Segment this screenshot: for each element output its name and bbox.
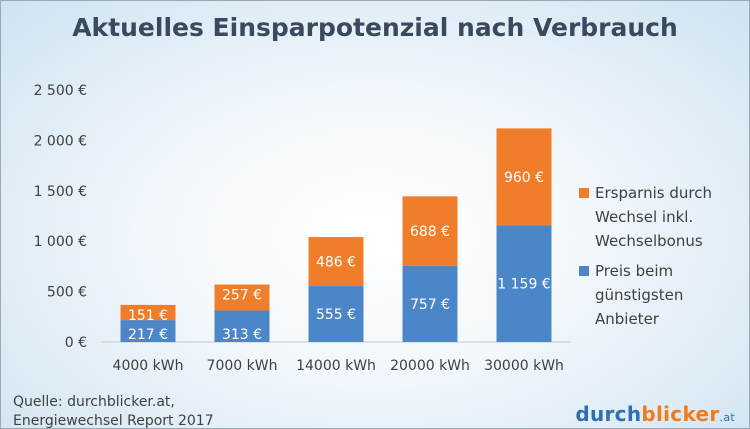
source-line-2: Energiewechsel Report 2017	[13, 413, 214, 429]
y-tick-label: 2 000 €	[34, 133, 87, 149]
legend-item-ersparnis: Ersparnis durch Wechsel inkl. Wechselbon…	[579, 181, 739, 253]
x-tick-label: 7000 kWh	[207, 358, 278, 374]
data-label-ersparnis: 257 €	[222, 288, 262, 304]
legend-label-ersparnis-3: Wechselbonus	[595, 232, 703, 250]
y-tick-label: 0 €	[65, 335, 87, 351]
bar-preis	[120, 320, 176, 342]
bar-preis	[214, 310, 270, 342]
bar-preis	[496, 225, 552, 342]
chart-title: Aktuelles Einsparpotenzial nach Verbrauc…	[72, 13, 678, 42]
logo-part-2: blicker	[641, 402, 720, 426]
durchblicker-logo: durchblicker.at	[575, 402, 735, 426]
data-label-preis: 217 €	[128, 327, 168, 343]
bar-ersparnis	[120, 304, 176, 321]
legend-label-ersparnis-1: Ersparnis durch	[595, 184, 712, 202]
x-tick-label: 4000 kWh	[113, 358, 184, 374]
data-label-preis: 757 €	[410, 297, 450, 313]
data-label-ersparnis: 960 €	[504, 170, 544, 186]
bar-ersparnis	[308, 237, 364, 287]
bar-ersparnis	[214, 284, 270, 311]
legend-label-preis-2: günstigsten	[595, 286, 684, 304]
legend-swatch-ersparnis	[579, 188, 589, 198]
data-label-ersparnis: 486 €	[316, 255, 356, 271]
bar-ersparnis	[402, 196, 458, 266]
data-label-preis: 1 159 €	[497, 277, 550, 293]
data-label-preis: 555 €	[316, 307, 356, 323]
logo-part-3: .at	[719, 411, 735, 424]
data-label-preis: 313 €	[222, 327, 262, 343]
data-label-ersparnis: 688 €	[410, 224, 450, 240]
legend-item-preis: Preis beim günstigsten Anbieter	[579, 259, 739, 331]
legend-label-preis-3: Anbieter	[595, 310, 659, 328]
bar-preis	[402, 265, 458, 342]
source-line-1: Quelle: durchblicker.at,	[13, 394, 175, 410]
y-tick-label: 1 500 €	[34, 184, 87, 200]
bar-preis	[308, 286, 364, 342]
y-tick-label: 1 000 €	[34, 234, 87, 250]
x-tick-label: 30000 kWh	[484, 358, 564, 374]
source-note: Quelle: durchblicker.at, Energiewechsel …	[13, 393, 214, 429]
data-label-ersparnis: 151 €	[128, 308, 168, 324]
x-tick-label: 20000 kWh	[390, 358, 470, 374]
logo-part-1: durch	[575, 402, 642, 426]
y-tick-label: 500 €	[47, 285, 87, 301]
legend-label-ersparnis-2: Wechsel inkl.	[595, 208, 694, 226]
legend-label-preis-1: Preis beim	[595, 262, 674, 280]
legend: Ersparnis durch Wechsel inkl. Wechselbon…	[579, 181, 739, 337]
y-tick-label: 2 500 €	[34, 83, 87, 99]
bar-ersparnis	[496, 128, 552, 226]
x-tick-label: 14000 kWh	[296, 358, 376, 374]
legend-swatch-preis	[579, 266, 589, 276]
